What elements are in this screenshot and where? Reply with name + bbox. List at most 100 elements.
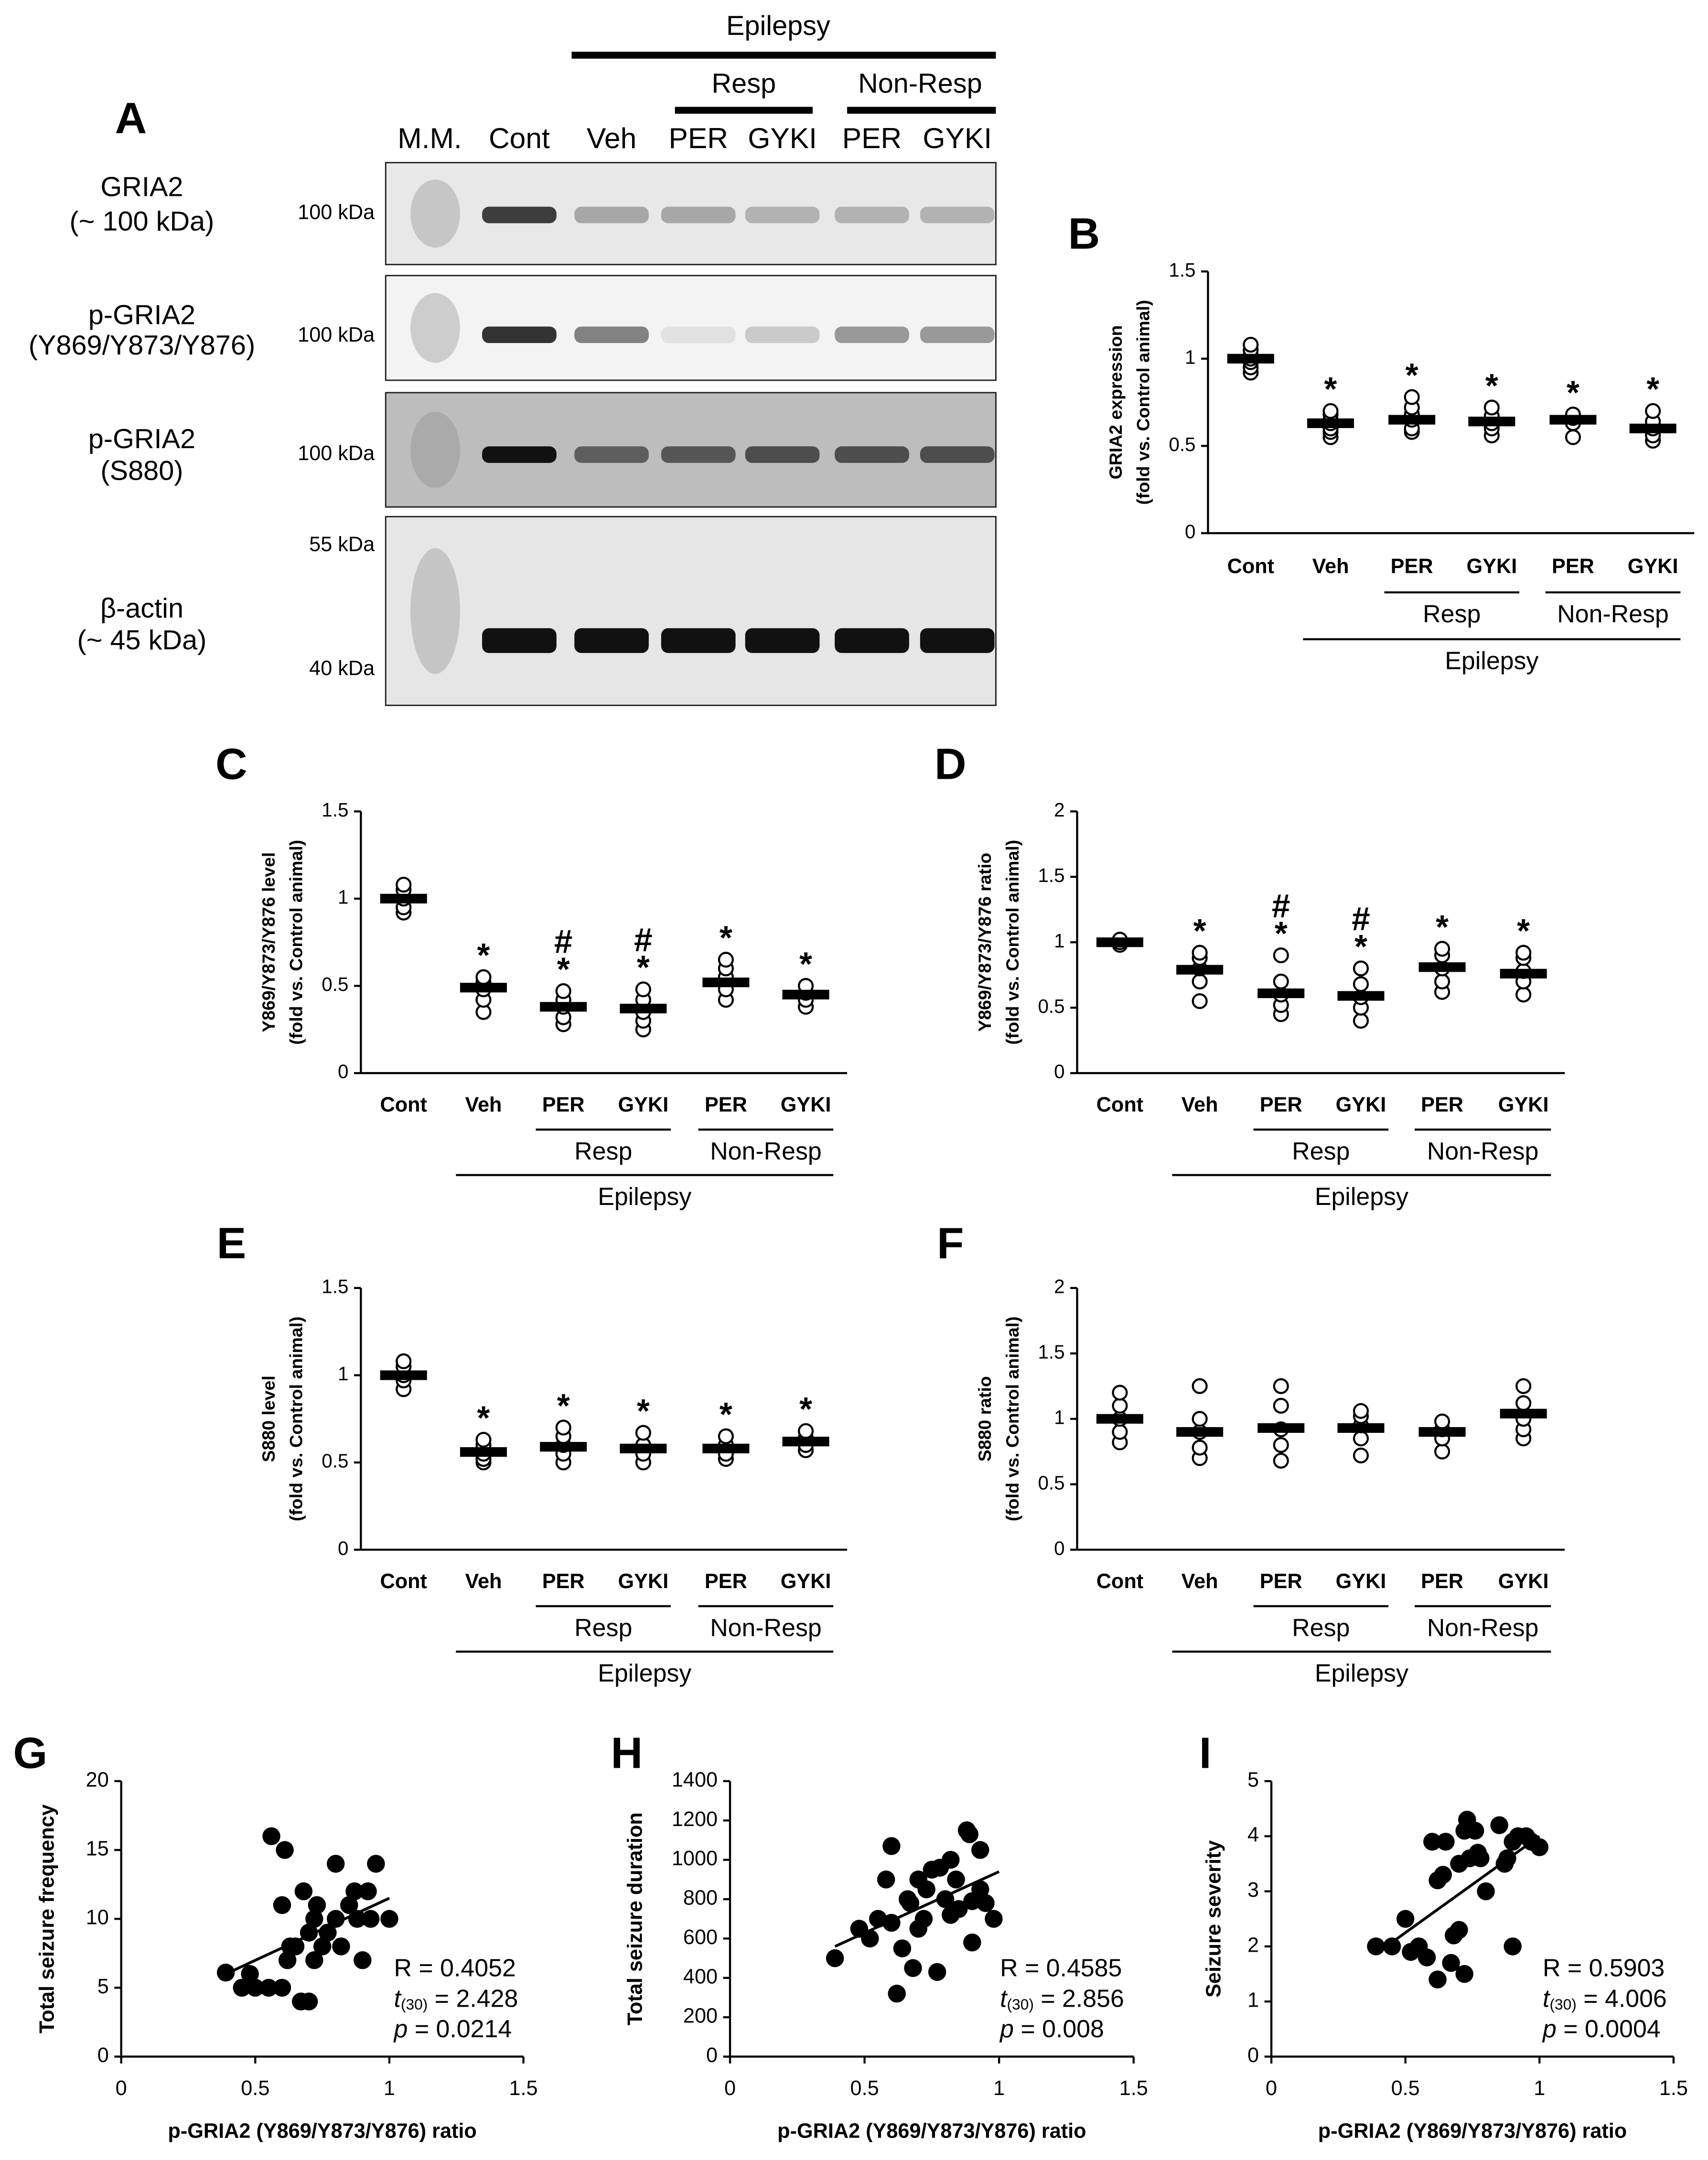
data-point xyxy=(1472,1849,1490,1868)
data-point xyxy=(233,1978,251,1997)
row-label: p-GRIA2 xyxy=(88,300,195,331)
blot-lane-box xyxy=(385,516,997,706)
blot-band xyxy=(574,628,649,653)
data-point xyxy=(380,1910,398,1928)
data-point xyxy=(904,1959,922,1977)
data-point xyxy=(1504,1937,1522,1956)
x-tick-label: GYKI xyxy=(1336,1094,1386,1117)
mean-bar xyxy=(1096,937,1143,947)
data-point xyxy=(1273,1378,1289,1394)
blot-band xyxy=(920,326,995,344)
data-point xyxy=(1466,1822,1484,1840)
data-point xyxy=(278,1951,297,1969)
data-point xyxy=(1192,1378,1208,1394)
x-tick-label: PER xyxy=(1391,555,1433,578)
mean-bar xyxy=(1227,354,1274,364)
data-point xyxy=(1429,1970,1447,1988)
stat-t-value: = 4.006 xyxy=(1577,1984,1667,2012)
y-tick-label: 0 xyxy=(706,2044,718,2067)
lane-label: PER xyxy=(668,122,728,154)
y-axis-label: GRIA2 expression xyxy=(1106,325,1126,480)
blot-band xyxy=(745,326,820,344)
data-point xyxy=(1353,1012,1369,1029)
data-point xyxy=(1434,941,1450,957)
stat-r: R = 0.4585 xyxy=(1000,1954,1122,1982)
mean-bar xyxy=(702,978,750,988)
y-tick-label: 1 xyxy=(1054,1406,1064,1428)
significance-marker: * xyxy=(1193,912,1206,949)
significance-marker: * xyxy=(1485,367,1498,404)
significance-marker: * xyxy=(1324,370,1337,408)
row-detail: (S880) xyxy=(100,455,183,486)
data-point xyxy=(367,1855,385,1873)
mean-bar xyxy=(1629,423,1676,433)
stat-p: p = 0.0004 xyxy=(1542,2015,1661,2042)
data-point xyxy=(332,1937,350,1956)
data-point xyxy=(555,983,571,999)
y-axis-label: S880 ratio xyxy=(975,1376,995,1461)
mean-bar xyxy=(1176,1427,1224,1437)
subgroup-label: Non-Resp xyxy=(710,1614,822,1642)
stat-t-label: t xyxy=(1543,1984,1551,2012)
x-tick-label: Veh xyxy=(465,1094,502,1117)
data-point xyxy=(917,1880,935,1899)
y-tick-label: 1200 xyxy=(672,1808,718,1831)
data-point xyxy=(1273,1397,1289,1414)
mean-bar xyxy=(1388,415,1436,425)
lane-label: GYKI xyxy=(923,122,992,154)
x-tick-label: GYKI xyxy=(1498,1570,1549,1593)
x-tick-label: GYKI xyxy=(1336,1570,1386,1593)
mean-bar xyxy=(1176,965,1224,975)
x-tick-label: PER xyxy=(1260,1094,1302,1117)
y-tick-label: 1 xyxy=(338,1363,348,1385)
x-tick-label: 0 xyxy=(1266,2077,1277,2100)
row-label: p-GRIA2 xyxy=(88,424,195,454)
stat-p: p = 0.008 xyxy=(999,2015,1104,2042)
x-tick-label: 0.5 xyxy=(1391,2077,1420,2100)
y-tick-label: 1 xyxy=(338,886,348,908)
data-point xyxy=(1192,973,1208,989)
y-axis-label: (fold vs. Control animal) xyxy=(1002,840,1022,1045)
ladder-band xyxy=(410,548,460,674)
lane-label: PER xyxy=(842,122,902,154)
blot-band xyxy=(574,206,649,224)
x-tick-label: GYKI xyxy=(1628,555,1678,578)
x-tick-label: GYKI xyxy=(618,1570,669,1593)
data-point xyxy=(985,1910,1003,1928)
data-point xyxy=(826,1949,844,1967)
x-tick-label: Veh xyxy=(1182,1094,1218,1117)
x-tick-label: PER xyxy=(542,1094,585,1117)
data-point xyxy=(326,1910,345,1928)
data-point xyxy=(971,1841,989,1859)
data-point xyxy=(475,1431,492,1448)
y-axis-label: Y869/Y873/Y876 level xyxy=(258,852,279,1032)
y-tick-label: 1 xyxy=(1054,930,1064,952)
significance-marker: * xyxy=(799,945,812,982)
significance-marker: * xyxy=(720,1396,732,1433)
data-point xyxy=(1396,1910,1415,1928)
x-tick-label: Cont xyxy=(1096,1094,1143,1117)
y-tick-label: 0 xyxy=(97,2044,109,2067)
x-tick-label: Veh xyxy=(465,1570,502,1593)
blot-band xyxy=(661,446,736,463)
blot-band xyxy=(482,326,557,344)
subgroup-label: Resp xyxy=(1423,600,1481,628)
data-point xyxy=(1455,1965,1473,1983)
data-point xyxy=(1434,1413,1450,1429)
x-tick-label: GYKI xyxy=(781,1570,831,1593)
data-point xyxy=(262,1827,280,1846)
data-point xyxy=(949,1900,968,1918)
x-tick-label: 0.5 xyxy=(241,2077,269,2100)
data-point xyxy=(901,1894,920,1913)
y-axis-label: Y869/Y873/Y876 ratio xyxy=(975,853,995,1032)
y-tick-label: 800 xyxy=(683,1887,718,1910)
data-point xyxy=(1192,1440,1208,1456)
panel-label: D xyxy=(935,739,967,788)
panel-label: F xyxy=(937,1218,964,1268)
data-point xyxy=(1450,1921,1468,1939)
stat-t-value: = 2.856 xyxy=(1034,1984,1124,2012)
data-point xyxy=(1418,1948,1436,1967)
y-tick-label: 1.5 xyxy=(1038,1341,1064,1363)
mean-bar xyxy=(1337,1423,1385,1433)
row-detail: (Y869/Y873/Y876) xyxy=(29,330,255,361)
